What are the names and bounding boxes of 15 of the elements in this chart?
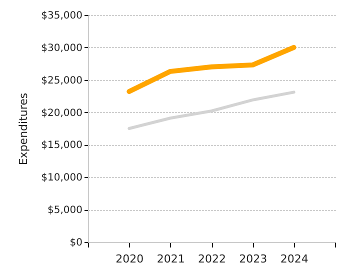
x-tick-label: 2023 xyxy=(239,252,268,266)
y-tick-label: $5,000 xyxy=(48,205,82,216)
y-tick-label: $10,000 xyxy=(41,172,82,184)
y-tick-label: $20,000 xyxy=(41,108,82,119)
x-tick-label: 2020 xyxy=(116,252,144,266)
x-tick-label: 2024 xyxy=(280,252,308,266)
line-series xyxy=(128,90,296,130)
y-tick-label: $30,000 xyxy=(41,42,82,54)
y-tick-label: $35,000 xyxy=(41,10,82,22)
y-tick-label: $25,000 xyxy=(41,75,82,86)
y-tick-label: $15,000 xyxy=(41,140,82,152)
x-tick-label: 2022 xyxy=(198,252,226,266)
x-tick-label: 2021 xyxy=(156,252,185,266)
y-tick-label: $0 xyxy=(70,238,82,248)
y-axis-title: Expenditures xyxy=(17,92,30,166)
